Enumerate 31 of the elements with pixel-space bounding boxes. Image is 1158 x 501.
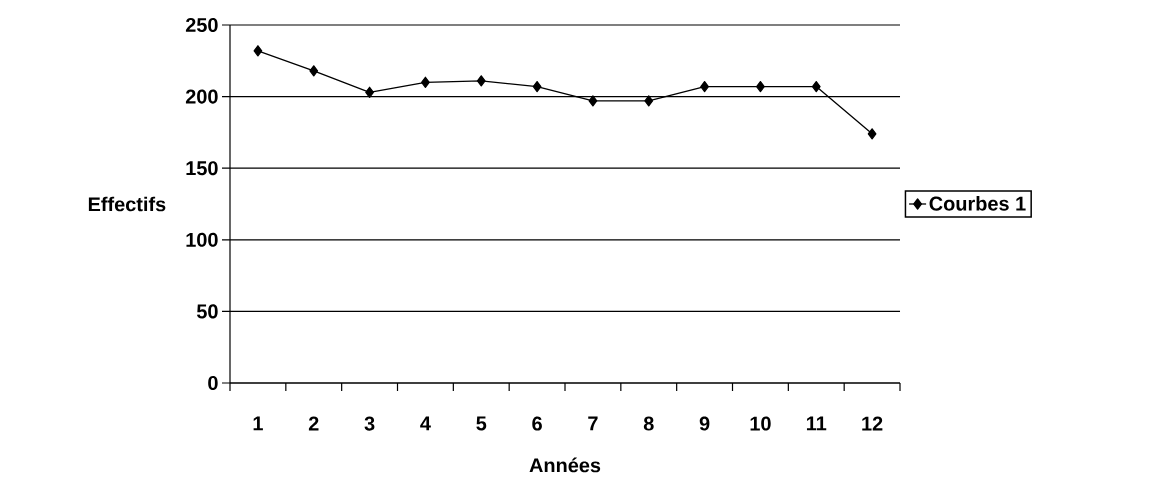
y-tick-label: 150 <box>186 161 218 176</box>
x-tick-label: 6 <box>532 416 542 431</box>
y-tick-label: 250 <box>185 17 218 33</box>
point <box>588 95 598 107</box>
x-tick-label: 7 <box>588 416 598 431</box>
y-tick-label: 200 <box>185 89 218 104</box>
point <box>309 65 319 77</box>
point <box>253 45 263 57</box>
point <box>421 76 430 88</box>
x-tick-label: 8 <box>643 416 654 431</box>
y-tick-label: 0 <box>208 375 218 391</box>
y-tick-label: 50 <box>196 304 218 319</box>
x-tick-label: 4 <box>420 416 431 431</box>
x-tick-label: 5 <box>476 416 487 431</box>
x-tick-label: 12 <box>862 416 883 431</box>
point <box>476 75 486 87</box>
point <box>811 80 821 93</box>
legend-label: Courbes 1 <box>929 196 1026 211</box>
x-tick-label: 3 <box>364 416 375 431</box>
x-axis-title: Années <box>529 457 601 473</box>
x-tick-label: 9 <box>699 416 710 431</box>
point <box>867 128 877 140</box>
y-axis-title: Effectifs <box>88 196 166 212</box>
x-tick-label: 11 <box>806 416 827 431</box>
x-tick-label: 10 <box>750 416 771 431</box>
x-tick-label: 2 <box>308 416 319 431</box>
point <box>644 95 654 107</box>
x-tick-label: 1 <box>253 416 263 431</box>
y-tick-label: 100 <box>186 232 218 247</box>
point <box>532 80 542 93</box>
point <box>365 86 374 98</box>
